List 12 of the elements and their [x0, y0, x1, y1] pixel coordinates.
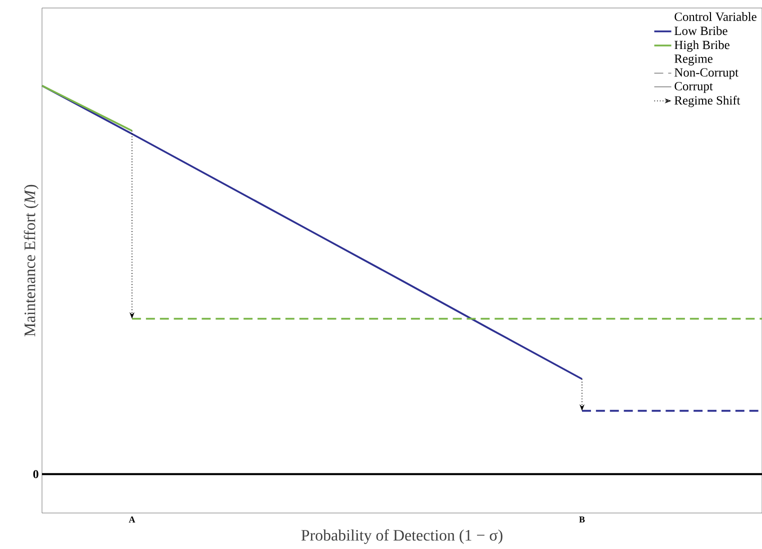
text: Non-Corrupt [674, 68, 738, 80]
legend-label: High Bribe [674, 40, 730, 52]
x-tick-label: A [128, 516, 136, 522]
ref-line-label: 0 [33, 470, 38, 478]
x-tick-label: B [579, 516, 585, 522]
text: Regime [674, 54, 712, 66]
y-axis-title: Maintenance Effort (M) [24, 184, 38, 336]
x-axis-title: Probability of Detection (1 − σ) [301, 529, 502, 544]
legend-title: Control Variable [674, 12, 756, 22]
annotation: Regime Shift [674, 96, 740, 108]
annotation: Corrupt [674, 82, 713, 93]
legend-label: Low Bribe [674, 26, 728, 36]
